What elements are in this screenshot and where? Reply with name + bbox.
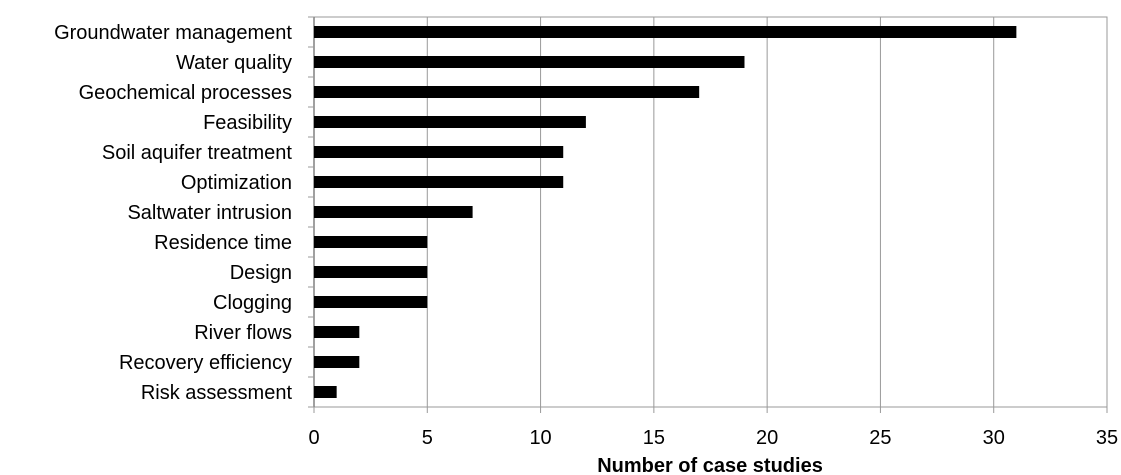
x-tick-labels: 0 5 10 15 20 25 30 35	[308, 427, 1118, 449]
category-label: River flows	[194, 322, 292, 344]
bar	[314, 326, 360, 338]
category-label: Soil aquifer treatment	[102, 142, 293, 164]
x-tick-label: 25	[869, 427, 891, 449]
bar	[314, 296, 428, 308]
category-label: Water quality	[176, 52, 292, 74]
bar	[314, 176, 564, 188]
category-label: Clogging	[213, 292, 292, 314]
x-tick-label: 5	[422, 427, 433, 449]
bar	[314, 146, 564, 158]
category-label: Recovery efficiency	[119, 352, 292, 374]
category-label: Saltwater intrusion	[127, 202, 292, 224]
x-tick-label: 20	[756, 427, 778, 449]
bar	[314, 86, 700, 98]
category-label: Geochemical processes	[79, 82, 292, 104]
x-tick-label: 10	[529, 427, 551, 449]
category-label: Feasibility	[203, 112, 292, 134]
x-axis-title: Number of case studies	[597, 455, 823, 475]
category-label: Risk assessment	[141, 382, 293, 404]
category-label: Design	[230, 262, 292, 284]
category-labels: Groundwater management Water quality Geoch…	[54, 22, 292, 404]
bar	[314, 26, 1017, 38]
bar	[314, 356, 360, 368]
bar	[314, 116, 586, 128]
x-tick-label: 35	[1096, 427, 1118, 449]
x-tick-label: 0	[308, 427, 319, 449]
gridlines	[308, 16, 1108, 413]
category-label: Groundwater management	[54, 22, 292, 44]
bar	[314, 56, 745, 68]
x-tick-label: 30	[983, 427, 1005, 449]
category-label: Optimization	[181, 172, 292, 194]
category-label: Residence time	[154, 232, 292, 254]
bar	[314, 266, 428, 278]
bar	[314, 386, 337, 398]
bars	[314, 26, 1017, 398]
bar	[314, 236, 428, 248]
bar	[314, 206, 473, 218]
x-tick-label: 15	[643, 427, 665, 449]
